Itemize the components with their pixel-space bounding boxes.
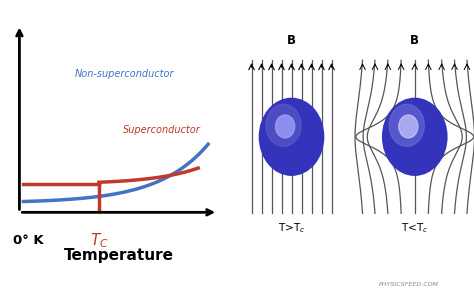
Circle shape <box>399 115 418 138</box>
Text: Non-superconductor: Non-superconductor <box>75 69 174 79</box>
Circle shape <box>259 99 323 175</box>
Circle shape <box>383 99 447 175</box>
Text: Superconductor: Superconductor <box>123 125 201 135</box>
Text: Temperature: Temperature <box>64 248 174 263</box>
Text: B: B <box>410 34 419 47</box>
Text: 0° K: 0° K <box>13 234 44 247</box>
Circle shape <box>389 104 424 146</box>
Text: T<T$_c$: T<T$_c$ <box>401 221 428 235</box>
Text: B: B <box>287 34 296 47</box>
Text: PHYSICSFEED.COM: PHYSICSFEED.COM <box>379 282 438 287</box>
Text: T>T$_c$: T>T$_c$ <box>278 221 305 235</box>
Text: $T_C$: $T_C$ <box>90 231 108 250</box>
Circle shape <box>266 104 301 146</box>
Circle shape <box>275 115 295 138</box>
